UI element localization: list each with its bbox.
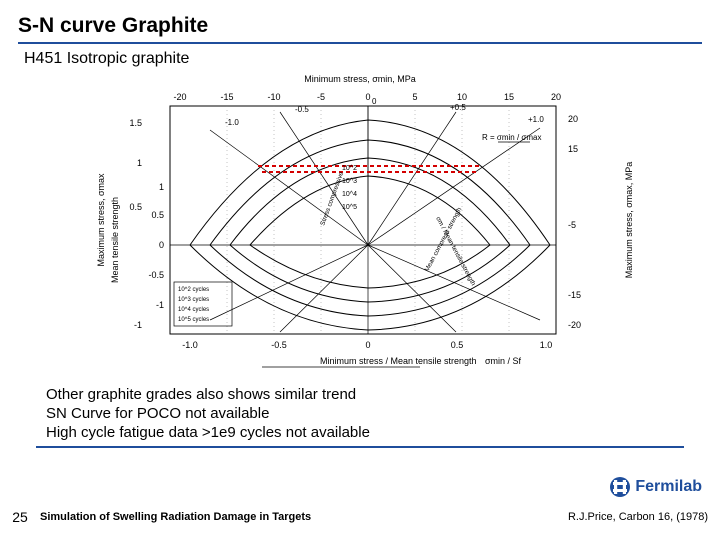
title-separator — [18, 42, 702, 44]
slide-subtitle: H451 Isotropic graphite — [24, 50, 702, 68]
r-equation: R = σmin / σmax — [482, 133, 541, 142]
svg-text:10^3: 10^3 — [342, 178, 357, 185]
svg-text:-0.5: -0.5 — [271, 340, 287, 350]
svg-text:-20: -20 — [173, 92, 186, 102]
note-line: SN Curve for POCO not available — [46, 405, 606, 424]
left-axis-sub: Mean tensile strength — [110, 197, 120, 283]
svg-text:15: 15 — [568, 144, 578, 154]
svg-text:1.0: 1.0 — [540, 340, 553, 350]
svg-text:+1.0: +1.0 — [528, 115, 544, 124]
svg-text:10^5 cycles: 10^5 cycles — [178, 317, 209, 323]
cycle-labels: 10^2 10^3 10^4 10^5 — [342, 165, 357, 211]
svg-text:1.5: 1.5 — [129, 118, 142, 128]
svg-text:-1: -1 — [156, 300, 164, 310]
svg-text:10^2: 10^2 — [342, 165, 357, 172]
svg-text:1: 1 — [137, 158, 142, 168]
footer: 25 Simulation of Swelling Radiation Dama… — [0, 494, 720, 540]
bottom-axis-label: Minimum stress / Mean tensile strength — [320, 356, 477, 366]
svg-text:10^2 cycles: 10^2 cycles — [178, 287, 209, 293]
goodman-chart: Minimum stress, σmin, MPa -20 -15 -10 -5… — [80, 70, 640, 380]
legend-items: 10^2 cycles 10^3 cycles 10^4 cycles 10^5… — [178, 287, 209, 323]
svg-text:-1.0: -1.0 — [225, 118, 239, 127]
svg-text:-10: -10 — [267, 92, 280, 102]
svg-text:0: 0 — [159, 240, 164, 250]
footer-title: Simulation of Swelling Radiation Damage … — [40, 511, 568, 523]
page-number: 25 — [0, 509, 40, 525]
svg-text:10^5: 10^5 — [342, 204, 357, 211]
left-axis-label: Maximum stress, σmax — [96, 173, 106, 267]
svg-text:0.5: 0.5 — [129, 202, 142, 212]
svg-text:10^3 cycles: 10^3 cycles — [178, 297, 209, 303]
svg-text:0.5: 0.5 — [451, 340, 464, 350]
top-axis-label: Minimum stress, σmin, MPa — [304, 74, 416, 84]
inner-label-left: Stress compressive — [319, 171, 345, 227]
top-ticks: -20 -15 -10 -5 0 5 10 15 20 — [173, 92, 561, 102]
svg-text:10^4 cycles: 10^4 cycles — [178, 307, 209, 313]
goodman-envelopes — [190, 120, 550, 330]
svg-text:-20: -20 — [568, 320, 581, 330]
svg-text:-1: -1 — [134, 320, 142, 330]
svg-text:10: 10 — [457, 92, 467, 102]
bottom-axis-sub: σmin / Sf — [485, 356, 522, 366]
svg-text:-5: -5 — [317, 92, 325, 102]
svg-text:5: 5 — [412, 92, 417, 102]
svg-text:15: 15 — [504, 92, 514, 102]
svg-text:20: 20 — [568, 114, 578, 124]
citation: R.J.Price, Carbon 16, (1978) — [568, 511, 708, 523]
svg-text:-15: -15 — [220, 92, 233, 102]
svg-text:0: 0 — [365, 340, 370, 350]
svg-text:-0.5: -0.5 — [295, 105, 309, 114]
note-line: High cycle fatigue data >1e9 cycles not … — [46, 424, 606, 443]
svg-text:10^4: 10^4 — [342, 191, 357, 198]
right-ticks: 20 15 -5 -15 -20 — [568, 114, 581, 330]
right-axis-label: Maximum stress, σmax, MPa — [624, 162, 634, 279]
bottom-ticks: -1.0 -0.5 0 0.5 1.0 — [182, 340, 552, 350]
note-line: Other graphite grades also shows similar… — [46, 386, 606, 405]
svg-text:0.5: 0.5 — [151, 210, 164, 220]
svg-text:-5: -5 — [568, 220, 576, 230]
notes-block: Other graphite grades also shows similar… — [46, 386, 606, 442]
svg-text:20: 20 — [551, 92, 561, 102]
svg-text:0: 0 — [372, 97, 377, 106]
svg-text:0: 0 — [365, 92, 370, 102]
svg-text:-15: -15 — [568, 290, 581, 300]
slide-title: S-N curve Graphite — [18, 14, 702, 38]
svg-text:+0.5: +0.5 — [450, 103, 466, 112]
svg-text:1: 1 — [159, 182, 164, 192]
left-ticks: 1.5 1 0.5 -1 1 0.5 0 -0.5 -1 — [129, 118, 164, 330]
svg-text:-1.0: -1.0 — [182, 340, 198, 350]
inner-label-right-lower: Mean compress strength — [424, 206, 464, 273]
svg-text:-0.5: -0.5 — [148, 270, 164, 280]
notes-separator — [36, 446, 684, 448]
